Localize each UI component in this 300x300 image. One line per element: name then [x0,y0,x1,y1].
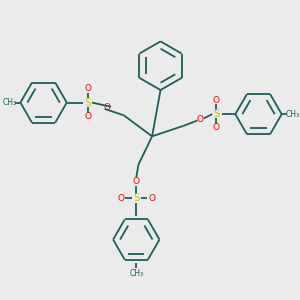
Text: O: O [133,177,140,186]
Text: O: O [84,84,91,93]
Text: CH₃: CH₃ [129,269,143,278]
Text: O: O [103,103,110,112]
Text: CH₃: CH₃ [285,110,299,119]
Text: O: O [84,112,91,121]
Text: O: O [148,194,155,203]
Text: S: S [85,98,91,108]
Text: O: O [213,96,220,105]
Text: O: O [196,115,203,124]
Text: O: O [118,194,124,203]
Text: S: S [133,194,140,203]
Text: O: O [213,123,220,132]
Text: CH₃: CH₃ [2,98,16,107]
Text: S: S [213,109,220,119]
